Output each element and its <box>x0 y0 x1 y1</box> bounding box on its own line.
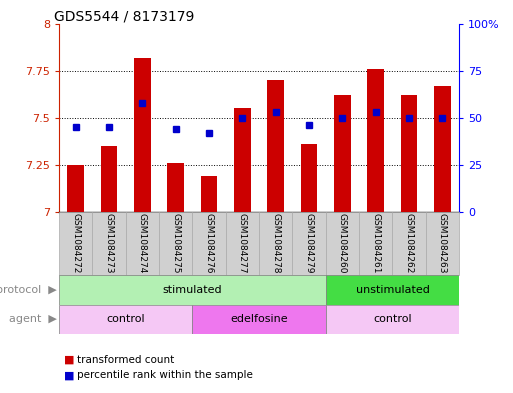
Text: control: control <box>373 314 412 324</box>
Bar <box>126 212 159 275</box>
Text: GSM1084262: GSM1084262 <box>405 213 413 274</box>
Bar <box>167 163 184 212</box>
Bar <box>59 275 326 305</box>
Bar <box>367 69 384 212</box>
Text: edelfosine: edelfosine <box>230 314 288 324</box>
Bar <box>434 86 451 212</box>
Bar <box>234 108 251 212</box>
Text: GSM1084278: GSM1084278 <box>271 213 280 274</box>
Bar <box>192 212 226 275</box>
Bar <box>426 212 459 275</box>
Text: GSM1084279: GSM1084279 <box>305 213 313 274</box>
Text: GSM1084277: GSM1084277 <box>238 213 247 274</box>
Bar <box>326 212 359 275</box>
Bar <box>292 212 326 275</box>
Bar <box>192 305 326 334</box>
Text: GSM1084263: GSM1084263 <box>438 213 447 274</box>
Bar <box>301 144 318 212</box>
Text: stimulated: stimulated <box>163 285 222 295</box>
Bar <box>326 275 459 305</box>
Bar <box>201 176 218 212</box>
Text: ■: ■ <box>64 370 74 380</box>
Text: percentile rank within the sample: percentile rank within the sample <box>77 370 253 380</box>
Text: control: control <box>106 314 145 324</box>
Bar <box>326 305 459 334</box>
Bar <box>259 212 292 275</box>
Text: transformed count: transformed count <box>77 354 174 365</box>
Text: agent  ▶: agent ▶ <box>9 314 56 324</box>
Text: GSM1084260: GSM1084260 <box>338 213 347 274</box>
Bar <box>92 212 126 275</box>
Text: GSM1084272: GSM1084272 <box>71 213 80 274</box>
Bar <box>392 212 426 275</box>
Text: GSM1084276: GSM1084276 <box>205 213 213 274</box>
Text: protocol  ▶: protocol ▶ <box>0 285 56 295</box>
Bar <box>134 57 151 212</box>
Text: GSM1084261: GSM1084261 <box>371 213 380 274</box>
Bar <box>267 80 284 212</box>
Text: GSM1084274: GSM1084274 <box>138 213 147 274</box>
Bar <box>401 95 418 212</box>
Bar <box>359 212 392 275</box>
Text: GDS5544 / 8173179: GDS5544 / 8173179 <box>54 10 194 24</box>
Text: GSM1084273: GSM1084273 <box>105 213 113 274</box>
Bar <box>59 305 192 334</box>
Bar <box>59 212 92 275</box>
Bar <box>334 95 351 212</box>
Bar <box>226 212 259 275</box>
Text: GSM1084275: GSM1084275 <box>171 213 180 274</box>
Bar <box>101 146 117 212</box>
Bar <box>159 212 192 275</box>
Text: unstimulated: unstimulated <box>356 285 429 295</box>
Bar <box>67 165 84 212</box>
Text: ■: ■ <box>64 354 74 365</box>
